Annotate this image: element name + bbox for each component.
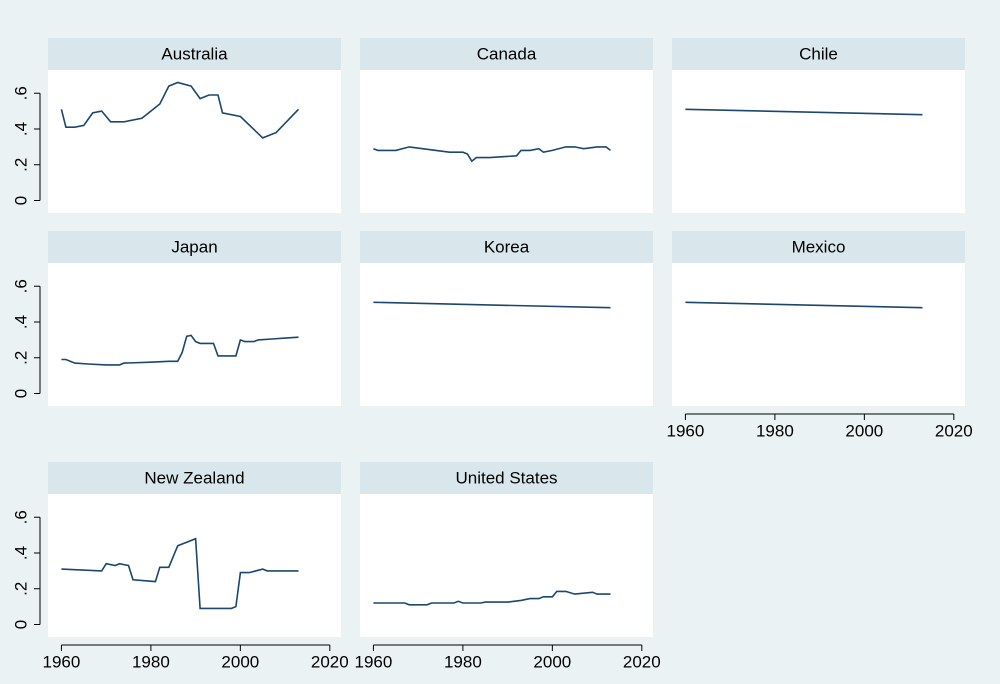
panel-header xyxy=(48,38,341,70)
y-tick-label: .6 xyxy=(11,86,30,100)
x-tick-label: 1960 xyxy=(355,652,393,671)
x-tick-label: 1960 xyxy=(667,421,705,440)
panel-header xyxy=(48,462,341,494)
panel-header xyxy=(360,231,653,263)
panel-header xyxy=(360,38,653,70)
x-tick-label: 2000 xyxy=(221,652,259,671)
panel-title: Japan xyxy=(171,237,217,256)
panel-header xyxy=(360,462,653,494)
line-series xyxy=(373,301,611,309)
y-tick-label: .2 xyxy=(11,582,30,596)
x-tick-label: 1980 xyxy=(444,652,482,671)
x-tick-label: 2020 xyxy=(311,652,349,671)
plot-area xyxy=(672,70,965,213)
y-tick-label: 0 xyxy=(11,620,30,629)
panel-title: Australia xyxy=(161,44,228,63)
line-series xyxy=(60,81,300,139)
y-tick-label: .4 xyxy=(11,546,30,560)
line-series xyxy=(685,108,923,116)
panel-header xyxy=(672,38,965,70)
x-tick-label: 2000 xyxy=(533,652,571,671)
line-series xyxy=(61,334,299,366)
y-tick-label: .4 xyxy=(11,315,30,329)
y-tick-label: 0 xyxy=(11,389,30,398)
x-tick-label: 2020 xyxy=(623,652,661,671)
plot-area xyxy=(360,494,653,637)
y-tick-label: .6 xyxy=(11,279,30,293)
line-series xyxy=(373,590,611,606)
plot-area xyxy=(672,263,965,406)
y-tick-label: .2 xyxy=(11,158,30,172)
line-series xyxy=(685,301,923,309)
plot-area xyxy=(48,263,341,406)
panel-title: Korea xyxy=(484,237,530,256)
panel-title: Chile xyxy=(799,44,838,63)
plot-area xyxy=(48,70,341,213)
x-tick-label: 1980 xyxy=(756,421,794,440)
panel-header xyxy=(48,231,341,263)
x-tick-label: 2000 xyxy=(845,421,883,440)
y-tick-label: .4 xyxy=(11,122,30,136)
plot-area xyxy=(360,70,653,213)
x-tick-label: 1960 xyxy=(43,652,81,671)
x-tick-label: 1980 xyxy=(132,652,170,671)
panel-header xyxy=(672,231,965,263)
panel-title: Canada xyxy=(477,44,537,63)
panel-title: United States xyxy=(455,468,557,487)
plot-area xyxy=(48,494,341,637)
line-series xyxy=(61,537,299,610)
panel-title: New Zealand xyxy=(144,468,244,487)
y-tick-label: .6 xyxy=(11,510,30,524)
line-series xyxy=(373,146,611,163)
x-tick-label: 2020 xyxy=(935,421,973,440)
plot-area xyxy=(360,263,653,406)
panel-title: Mexico xyxy=(792,237,846,256)
y-tick-label: 0 xyxy=(11,196,30,205)
y-tick-label: .2 xyxy=(11,351,30,365)
